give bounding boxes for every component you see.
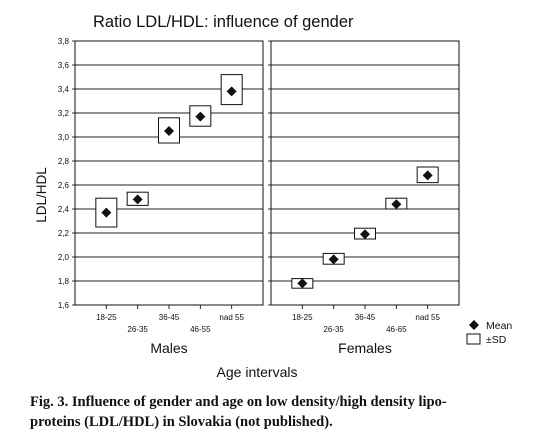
y-tick-label: 2,2 <box>58 229 70 238</box>
x-tick-label: nad 55 <box>415 313 440 322</box>
mean-marker <box>132 194 143 205</box>
panel-label: Females <box>338 340 392 356</box>
mean-marker <box>226 86 237 97</box>
y-tick-label: 1,6 <box>58 301 70 310</box>
x-tick-label: 36-45 <box>355 313 376 322</box>
y-axis-label: LDL/HDL <box>34 167 49 223</box>
y-tick-label: 3,6 <box>58 61 70 70</box>
caption-line-1: Fig. 3. Influence of gender and age on l… <box>30 394 447 410</box>
y-tick-label: 3,2 <box>58 109 70 118</box>
mean-marker <box>391 199 402 210</box>
mean-marker <box>297 278 308 289</box>
mean-marker <box>422 170 433 181</box>
legend-mean-label: Mean <box>486 320 512 332</box>
legend: Mean ±SD <box>466 320 512 346</box>
y-tick-label: 3,0 <box>58 133 70 142</box>
y-tick-label: 2,4 <box>58 205 70 214</box>
x-axis-label: Age intervals <box>217 364 298 380</box>
x-tick-label: 18-25 <box>292 313 313 322</box>
y-tick-label: 2,8 <box>58 157 70 166</box>
y-tick-label: 2,6 <box>58 181 70 190</box>
mean-marker <box>101 207 112 218</box>
x-tick-label: 18-25 <box>96 313 117 322</box>
y-tick-label: 1,8 <box>58 277 70 286</box>
mean-marker <box>328 254 339 265</box>
chart-title: Ratio LDL/HDL: influence of gender <box>93 13 354 31</box>
mean-marker <box>360 229 370 240</box>
legend-sd-label: ±SD <box>486 334 507 346</box>
x-tick-label: 36-45 <box>159 313 180 322</box>
x-tick-label: 26-35 <box>127 325 148 334</box>
figure-caption: Fig. 3. Influence of gender and age on l… <box>30 392 535 432</box>
chart: Ratio LDL/HDL: influence of gender LDL/H… <box>34 13 512 380</box>
x-tick-label: nad 55 <box>219 313 244 322</box>
legend-mean-marker <box>469 320 479 330</box>
caption-line-2: proteins (LDL/HDL) in Slovakia (not publ… <box>30 414 333 430</box>
panel-label: Males <box>150 340 187 356</box>
y-tick-label: 3,8 <box>58 37 70 46</box>
y-tick-label: 3,4 <box>58 85 70 94</box>
mean-marker <box>164 126 174 136</box>
x-tick-label: 26-35 <box>323 325 344 334</box>
legend-sd-box <box>466 333 481 345</box>
x-tick-label: 46-65 <box>386 325 407 334</box>
mean-marker <box>195 111 206 122</box>
x-tick-label: 46-55 <box>190 325 211 334</box>
y-tick-label: 2,0 <box>58 253 70 262</box>
